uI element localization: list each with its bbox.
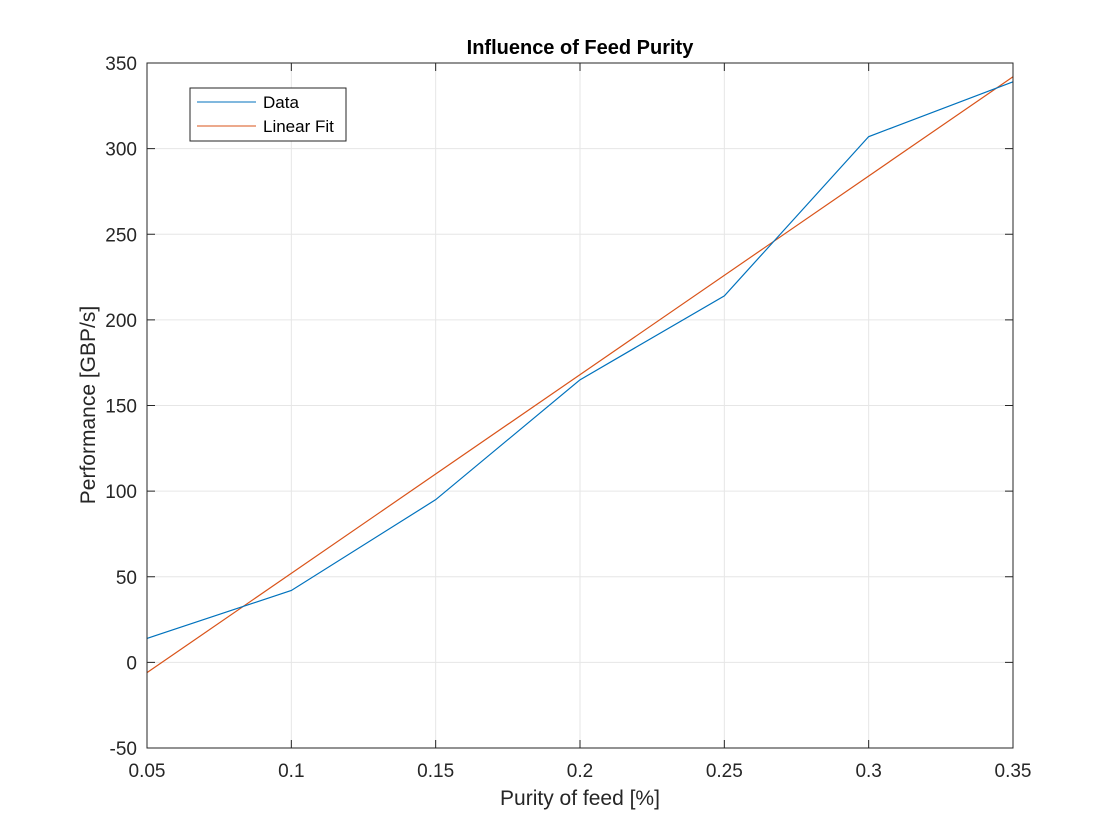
legend-label-data: Data bbox=[263, 93, 299, 112]
y-tick-label: 150 bbox=[105, 397, 137, 418]
x-axis-label: Purity of feed [%] bbox=[500, 787, 660, 810]
y-tick-label: 200 bbox=[105, 311, 137, 332]
series-layer bbox=[146, 76, 1014, 674]
legend: Data Linear Fit bbox=[189, 87, 347, 142]
x-tick-label: 0.25 bbox=[706, 761, 743, 782]
y-tick-labels: -50 0 50 100 150 200 250 300 350 bbox=[105, 54, 137, 760]
x-tick-label: 0.15 bbox=[417, 761, 454, 782]
x-tick-label: 0.1 bbox=[278, 761, 304, 782]
legend-label-linear-fit: Linear Fit bbox=[263, 117, 334, 136]
ticks bbox=[146, 62, 1014, 749]
chart-title: Influence of Feed Purity bbox=[467, 37, 695, 59]
y-tick-label: 100 bbox=[105, 482, 137, 503]
x-tick-label: 0.2 bbox=[567, 761, 593, 782]
y-tick-label: 0 bbox=[126, 653, 137, 674]
legend-box bbox=[189, 87, 347, 142]
x-tick-label: 0.35 bbox=[995, 761, 1032, 782]
y-tick-label: 50 bbox=[116, 568, 137, 589]
y-tick-label: 300 bbox=[105, 140, 137, 161]
x-tick-label: 0.05 bbox=[129, 761, 166, 782]
x-tick-label: 0.3 bbox=[855, 761, 881, 782]
y-tick-label: 350 bbox=[105, 54, 137, 75]
series-line-data bbox=[146, 81, 1014, 639]
x-tick-labels: 0.05 0.1 0.15 0.2 0.25 0.3 0.35 bbox=[129, 761, 1032, 782]
y-axis-label: Performance [GBP/s] bbox=[77, 306, 100, 504]
y-tick-label: 250 bbox=[105, 225, 137, 246]
y-tick-label: -50 bbox=[110, 739, 137, 760]
series-line-linear-fit bbox=[146, 76, 1014, 674]
